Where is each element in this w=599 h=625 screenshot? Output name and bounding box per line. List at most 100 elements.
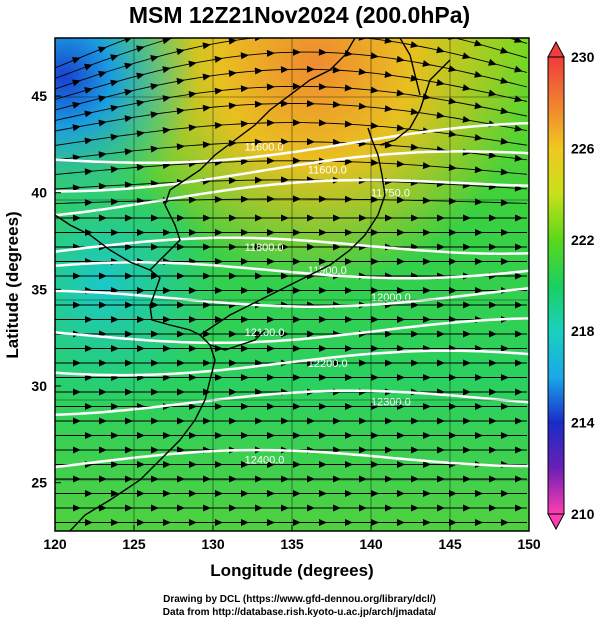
colorbar-tick-label: 226: [571, 140, 595, 156]
wind-arrow: [189, 374, 197, 381]
wind-arrow: [202, 42, 211, 50]
wind-arrow: [333, 504, 341, 512]
wind-arrow: [358, 102, 367, 110]
wind-arrow: [177, 301, 185, 309]
wind-arrow: [177, 446, 185, 454]
streamline: [55, 198, 528, 204]
wind-arrow: [267, 432, 275, 439]
colorbar-tick-label: 214: [571, 415, 595, 431]
wind-arrow: [98, 46, 107, 54]
wind-arrow: [501, 432, 509, 439]
wind-arrow: [111, 229, 119, 236]
wind-arrow: [423, 403, 431, 410]
wind-arrow: [151, 272, 159, 280]
wind-arrow: [110, 54, 119, 62]
wind-arrow: [370, 86, 379, 94]
wind-arrow: [332, 66, 341, 74]
wind-arrow: [281, 243, 289, 251]
streamline: [55, 38, 528, 90]
wind-arrow: [177, 243, 185, 251]
wind-arrow: [281, 272, 289, 280]
wind-arrow: [267, 519, 275, 526]
wind-arrow: [488, 151, 497, 159]
wind-arrow: [137, 345, 145, 352]
wind-arrow: [110, 133, 119, 141]
wind-arrow: [488, 58, 497, 66]
wind-arrow: [98, 151, 107, 159]
coastlines: [55, 38, 451, 531]
wind-arrow: [344, 84, 353, 92]
wind-arrow: [474, 71, 483, 78]
wind-arrow: [176, 48, 185, 56]
wind-arrow: [384, 71, 393, 78]
wind-arrow: [281, 214, 289, 222]
wind-arrow: [125, 330, 133, 338]
wind-arrow: [84, 168, 93, 176]
x-tick-label: 145: [438, 536, 462, 552]
wind-arrow: [345, 316, 353, 323]
wind-arrow: [475, 519, 483, 526]
wind-arrow: [358, 68, 367, 76]
wind-arrow: [463, 214, 471, 222]
wind-arrow: [437, 504, 445, 512]
wind-arrow: [241, 345, 249, 352]
wind-arrow: [449, 316, 457, 323]
wind-arrow: [73, 388, 81, 396]
wind-arrow: [241, 195, 249, 203]
wind-arrow: [449, 519, 457, 526]
wind-arrow: [307, 330, 315, 338]
wind-arrow: [124, 115, 133, 123]
wind-arrow: [111, 403, 119, 410]
wind-arrow: [489, 214, 497, 222]
x-tick-label: 140: [359, 536, 383, 552]
wind-arrow: [396, 22, 405, 29]
wind-arrow: [84, 137, 93, 145]
wind-arrow: [422, 60, 431, 67]
wind-arrow: [449, 287, 457, 294]
wind-arrow: [203, 301, 211, 309]
streamline: [55, 103, 528, 132]
wind-arrow: [475, 403, 483, 410]
wind-arrow: [125, 475, 133, 483]
wind-arrow: [293, 461, 301, 468]
wind-arrow: [241, 461, 249, 468]
wind-arrow: [110, 166, 119, 173]
wind-arrow: [215, 432, 223, 439]
wind-arrow: [125, 359, 133, 367]
wind-arrow: [255, 272, 263, 280]
wind-arrow: [423, 258, 431, 265]
wind-arrow: [371, 345, 379, 352]
wind-arrow: [397, 258, 405, 265]
wind-arrow: [163, 519, 171, 526]
streamline: [55, 179, 528, 190]
wind-arrow: [411, 475, 419, 483]
wind-arrow: [371, 461, 379, 468]
wind-arrow: [385, 504, 393, 512]
wind-arrow: [267, 374, 275, 381]
wind-arrow: [267, 490, 275, 497]
wind-arrow: [162, 38, 171, 45]
wind-arrow: [151, 446, 159, 454]
wind-arrow: [306, 100, 315, 108]
wind-arrow: [137, 316, 145, 323]
wind-arrow: [189, 229, 197, 236]
wind-arrow: [396, 124, 405, 132]
wind-arrow: [449, 229, 457, 236]
streamline: [55, 38, 528, 79]
wind-arrow: [73, 272, 81, 280]
wind-arrow: [345, 432, 353, 439]
wind-arrow: [203, 272, 211, 280]
wind-arrow: [163, 490, 171, 497]
wind-arrow: [371, 316, 379, 323]
wind-arrow: [293, 258, 301, 265]
wind-arrow: [319, 432, 327, 439]
wind-arrow: [500, 199, 509, 207]
wind-arrow: [73, 446, 81, 454]
wind-arrow: [99, 388, 107, 396]
wind-arrow: [410, 108, 419, 116]
wind-arrow: [177, 214, 185, 222]
colorbar-tick-labels: 230 226 222 218 214 210: [571, 49, 595, 522]
wind-arrow: [267, 195, 275, 203]
contour-label: 12300.0: [371, 396, 411, 408]
wind-arrow: [344, 120, 353, 128]
